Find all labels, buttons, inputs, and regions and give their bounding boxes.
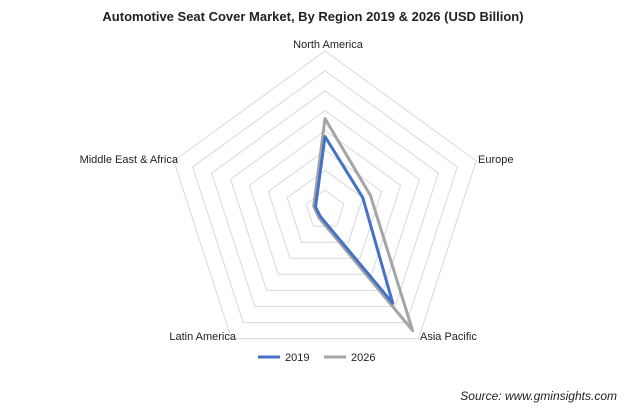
legend: 2019 2026: [258, 352, 375, 364]
category-labels: North America Europe Asia Pacific Latin …: [80, 39, 514, 343]
category-label-middle-east-africa: Middle East & Africa: [80, 154, 179, 166]
series-line-2019: [314, 135, 395, 305]
category-label-asia-pacific: Asia Pacific: [420, 331, 477, 343]
grid-ring-3: [267, 149, 383, 259]
grid-ring-4: [248, 129, 402, 275]
legend-label-2026: 2026: [351, 352, 375, 364]
grid-ring-5: [229, 109, 421, 291]
radar-series: [312, 117, 415, 333]
legend-label-2019: 2019: [285, 352, 309, 364]
grid-ring-7: [192, 70, 458, 324]
category-label-europe: Europe: [478, 154, 513, 166]
grid-ring-6: [211, 90, 439, 307]
grid-ring-8: [173, 50, 477, 340]
source-text: Source: www.gminsights.com: [460, 389, 617, 403]
grid-ring-2: [286, 169, 364, 243]
series-line-2026: [312, 117, 415, 333]
category-label-latin-america: Latin America: [169, 331, 237, 343]
radar-grid: [173, 50, 477, 340]
category-label-north-america: North America: [293, 39, 364, 51]
chart-title: Automotive Seat Cover Market, By Region …: [102, 9, 523, 24]
